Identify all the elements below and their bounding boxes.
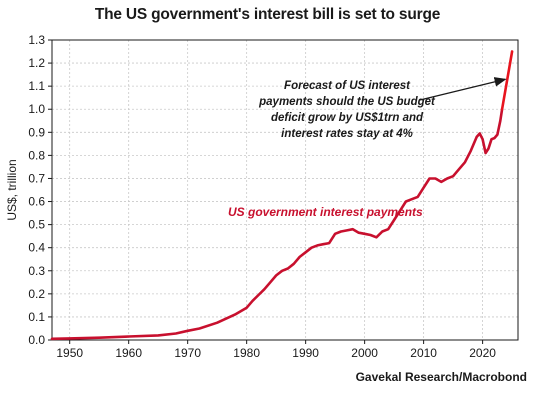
series-line-forecast bbox=[500, 50, 514, 111]
x-axis: 1950 1960 1970 1980 1990 2000 2010 2020 bbox=[56, 340, 496, 360]
y-tick-label: 1.3 bbox=[28, 33, 45, 47]
annotation-line: payments should the US budget bbox=[258, 96, 436, 108]
y-tick-label: 0.1 bbox=[28, 310, 45, 324]
series-layer bbox=[50, 50, 514, 341]
forecast-annotation: Forecast of US interest payments should t… bbox=[258, 80, 436, 140]
x-tick-label: 1970 bbox=[174, 346, 201, 360]
chart-title: The US government's interest bill is set… bbox=[94, 6, 441, 23]
series-label: US government interest payments bbox=[228, 205, 423, 219]
x-tick-label: 1950 bbox=[56, 346, 83, 360]
y-tick-label: 0.6 bbox=[28, 195, 45, 209]
y-axis: 0.0 0.1 0.2 0.3 0.4 0.5 0.6 0.7 0.8 0.9 1.0 1.1 1.2 1… bbox=[28, 33, 52, 347]
y-tick-label: 1.1 bbox=[28, 79, 45, 93]
y-axis-label: US$, trillion bbox=[5, 159, 19, 220]
y-tick-label: 0.0 bbox=[28, 333, 45, 347]
annotation-line: interest rates stay at 4% bbox=[281, 128, 413, 140]
source-credit: Gavekal Research/Macrobond bbox=[355, 370, 527, 384]
y-tick-label: 1.2 bbox=[28, 56, 45, 70]
y-tick-label: 0.4 bbox=[28, 241, 45, 255]
series-line-interest-payments bbox=[50, 107, 504, 341]
x-tick-label: 2010 bbox=[410, 346, 437, 360]
annotation-line: deficit grow by US$1trn and bbox=[271, 112, 424, 124]
y-tick-label: 0.9 bbox=[28, 125, 45, 139]
x-tick-label: 2020 bbox=[469, 346, 496, 360]
x-tick-label: 1990 bbox=[292, 346, 319, 360]
plot-frame bbox=[51, 39, 519, 341]
y-tick-label: 0.7 bbox=[28, 171, 45, 185]
x-tick-label: 1980 bbox=[233, 346, 260, 360]
y-tick-label: 0.8 bbox=[28, 148, 45, 162]
y-tick-label: 0.5 bbox=[28, 218, 45, 232]
annotation-line: Forecast of US interest bbox=[284, 80, 411, 92]
x-tick-label: 2000 bbox=[351, 346, 378, 360]
y-tick-label: 1.0 bbox=[28, 102, 45, 116]
annotation-arrow bbox=[419, 77, 507, 101]
y-tick-label: 0.2 bbox=[28, 287, 45, 301]
x-tick-label: 1960 bbox=[115, 346, 142, 360]
y-tick-label: 0.3 bbox=[28, 264, 45, 278]
